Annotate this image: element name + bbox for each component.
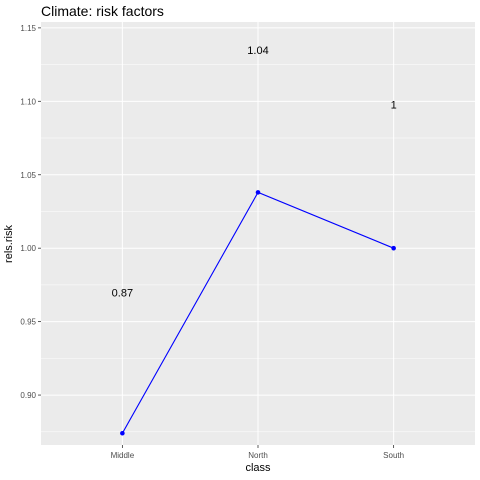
y-tick-label: 0.95 (20, 318, 36, 327)
x-tick-label: North (248, 451, 268, 460)
chart-title: Climate: risk factors (41, 3, 164, 19)
data-point (391, 245, 396, 251)
y-tick-label: 1.10 (20, 97, 36, 106)
x-tick-label: South (383, 451, 404, 460)
y-tick-label: 0.90 (20, 391, 36, 400)
series-layer (120, 190, 396, 436)
y-tick-label: 1.15 (20, 24, 36, 33)
data-label: 0.87 (112, 287, 133, 299)
y-tick-label: 1.05 (20, 171, 36, 180)
data-label: 1 (391, 99, 397, 111)
y-tick-label: 1.00 (20, 244, 36, 253)
data-labels: 0.87 1.04 1 (112, 45, 397, 299)
data-label: 1.04 (247, 45, 268, 57)
y-axis-title: rels.risk (3, 225, 15, 263)
x-tick-label: Middle (111, 451, 135, 460)
y-axis-ticks: 0.90 0.95 1.00 1.05 1.10 1.15 (20, 24, 41, 400)
major-gridlines (41, 22, 475, 445)
x-axis-ticks: Middle North South (111, 445, 404, 460)
data-point (255, 190, 261, 195)
data-point (120, 430, 125, 436)
x-axis-title: class (245, 462, 271, 474)
